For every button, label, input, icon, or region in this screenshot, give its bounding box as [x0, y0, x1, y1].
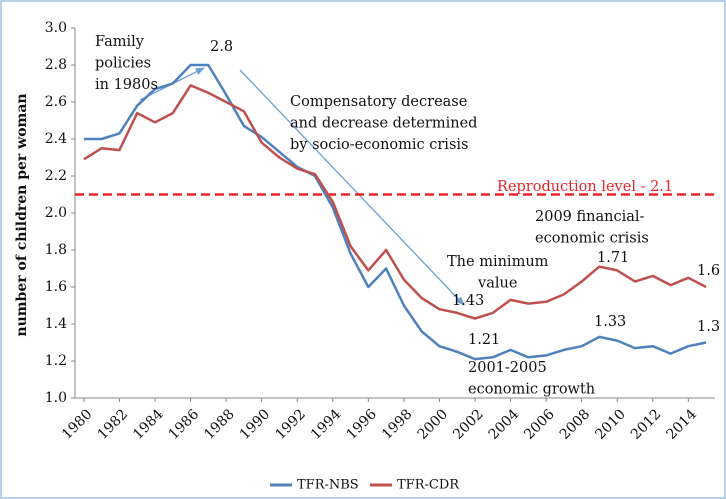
- annotation: by socio-economic crisis: [290, 137, 468, 153]
- y-tick-label: 1.2: [45, 353, 67, 369]
- annotation: 1.3: [697, 319, 720, 335]
- annotation: policies: [95, 56, 151, 72]
- annotation: Family: [95, 34, 145, 50]
- annotation: and decrease determined: [290, 116, 477, 132]
- annotation: The minimum: [447, 254, 549, 270]
- annotation: 2001-2005: [468, 360, 547, 376]
- reference-label: Reproduction level - 2.1: [497, 179, 673, 195]
- series-line: [83, 63, 707, 361]
- y-tick-label: 1.8: [45, 242, 67, 258]
- y-tick-label: 2.6: [45, 94, 67, 110]
- annotation: economic growth: [468, 382, 595, 398]
- y-axis-label: number of children per woman: [14, 93, 30, 336]
- y-tick-label: 1.4: [45, 316, 67, 332]
- annotation: 1.33: [594, 314, 626, 330]
- legend-label: TFR-NBS: [297, 478, 359, 493]
- series-line: [83, 84, 707, 320]
- y-tick-label: 2.8: [45, 57, 67, 73]
- annotation: 1.6: [697, 263, 720, 279]
- y-tick-label: 3.0: [45, 20, 67, 36]
- annotation: Compensatory decrease: [290, 94, 467, 110]
- annotation: 1.21: [468, 332, 500, 348]
- y-tick-label: 1.0: [45, 390, 67, 406]
- annotation: 1.71: [597, 250, 629, 266]
- annotation: 2009 financial-: [535, 209, 645, 225]
- y-tick-label: 1.6: [45, 279, 67, 295]
- annotation: economic crisis: [535, 231, 649, 247]
- annotation: 2.8: [210, 39, 233, 55]
- annotation: value: [477, 276, 517, 292]
- y-tick-label: 2.0: [45, 205, 67, 221]
- legend-label: TFR-CDR: [397, 478, 460, 493]
- y-tick-label: 2.4: [45, 131, 67, 147]
- arrow: [239, 69, 465, 306]
- annotation: in 1980s: [95, 77, 158, 93]
- y-tick-label: 2.2: [45, 168, 67, 184]
- annotation: 1.43: [452, 293, 484, 309]
